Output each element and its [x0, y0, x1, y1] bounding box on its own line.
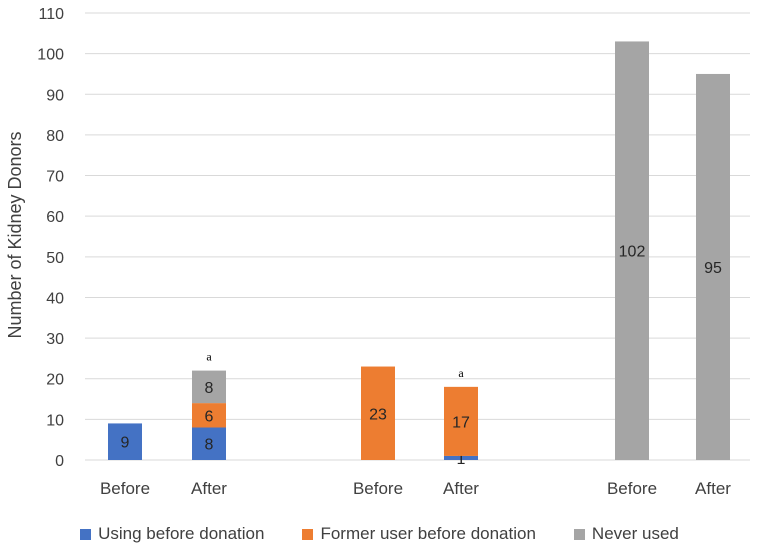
legend-item-using: Using before donation: [80, 524, 264, 544]
y-tick-label: 90: [46, 87, 64, 104]
y-axis-label: Number of Kidney Donors: [5, 131, 25, 338]
x-category-label: Before: [100, 479, 150, 498]
data-label: 102: [619, 244, 646, 261]
annotation-label: a: [206, 350, 212, 364]
bar-segment: [361, 366, 395, 460]
legend-label-former: Former user before donation: [320, 524, 536, 543]
data-label: 8: [205, 437, 214, 454]
bar-segment: [615, 41, 649, 460]
y-tick-label: 20: [46, 372, 64, 389]
bar-segment: [192, 427, 226, 460]
data-label: 95: [704, 260, 722, 277]
data-label: 17: [452, 414, 470, 431]
bar-segment: [192, 403, 226, 428]
x-category-label: After: [191, 479, 227, 498]
bar-segment: [192, 370, 226, 404]
y-tick-label: 30: [46, 331, 64, 348]
bars: 9 8 6 8 a 23 1 17 a 102 95: [108, 41, 730, 468]
data-label: 23: [369, 406, 387, 423]
y-tick-label: 10: [46, 412, 64, 429]
y-tick-label: 100: [37, 47, 64, 64]
bar-segment: [108, 423, 142, 460]
y-tick-label: 0: [55, 453, 64, 470]
legend-swatch-never: [573, 528, 585, 540]
legend: Using before donation Former user before…: [0, 524, 759, 544]
y-tick-label: 40: [46, 290, 64, 307]
annotation-label: a: [458, 366, 464, 380]
data-label: 9: [121, 435, 130, 452]
y-tick-label: 50: [46, 250, 64, 267]
x-category-label: Before: [607, 479, 657, 498]
y-tick-label: 80: [46, 128, 64, 145]
gridlines: [85, 12, 750, 461]
bar-segment: [444, 455, 478, 460]
x-axis-labels: Before After Before After Before After: [100, 479, 731, 498]
data-label: 6: [205, 408, 214, 425]
x-category-label: Before: [353, 479, 403, 498]
legend-label-never: Never used: [591, 524, 679, 543]
x-category-label: After: [443, 479, 479, 498]
data-label: 8: [205, 380, 214, 397]
legend-swatch-using: [80, 528, 92, 540]
legend-item-never: Never used: [573, 524, 679, 544]
legend-item-former: Former user before donation: [302, 524, 536, 544]
bar-segment: [696, 73, 730, 461]
x-category-label: After: [695, 479, 731, 498]
y-axis-ticks: 0 10 20 30 40 50 60 70 80 90 100 110: [37, 6, 64, 470]
bar-segment: [444, 386, 478, 456]
y-tick-label: 60: [46, 209, 64, 226]
stacked-bar-chart: 0 10 20 30 40 50 60 70 80 90 100 110 9 8 6 8 a 23 1 17 a 102…: [5, 6, 750, 498]
legend-swatch-former: [302, 528, 314, 540]
data-label: 1: [457, 451, 466, 468]
y-tick-label: 70: [46, 169, 64, 186]
y-tick-label: 110: [38, 6, 64, 23]
legend-label-using: Using before donation: [98, 524, 265, 543]
